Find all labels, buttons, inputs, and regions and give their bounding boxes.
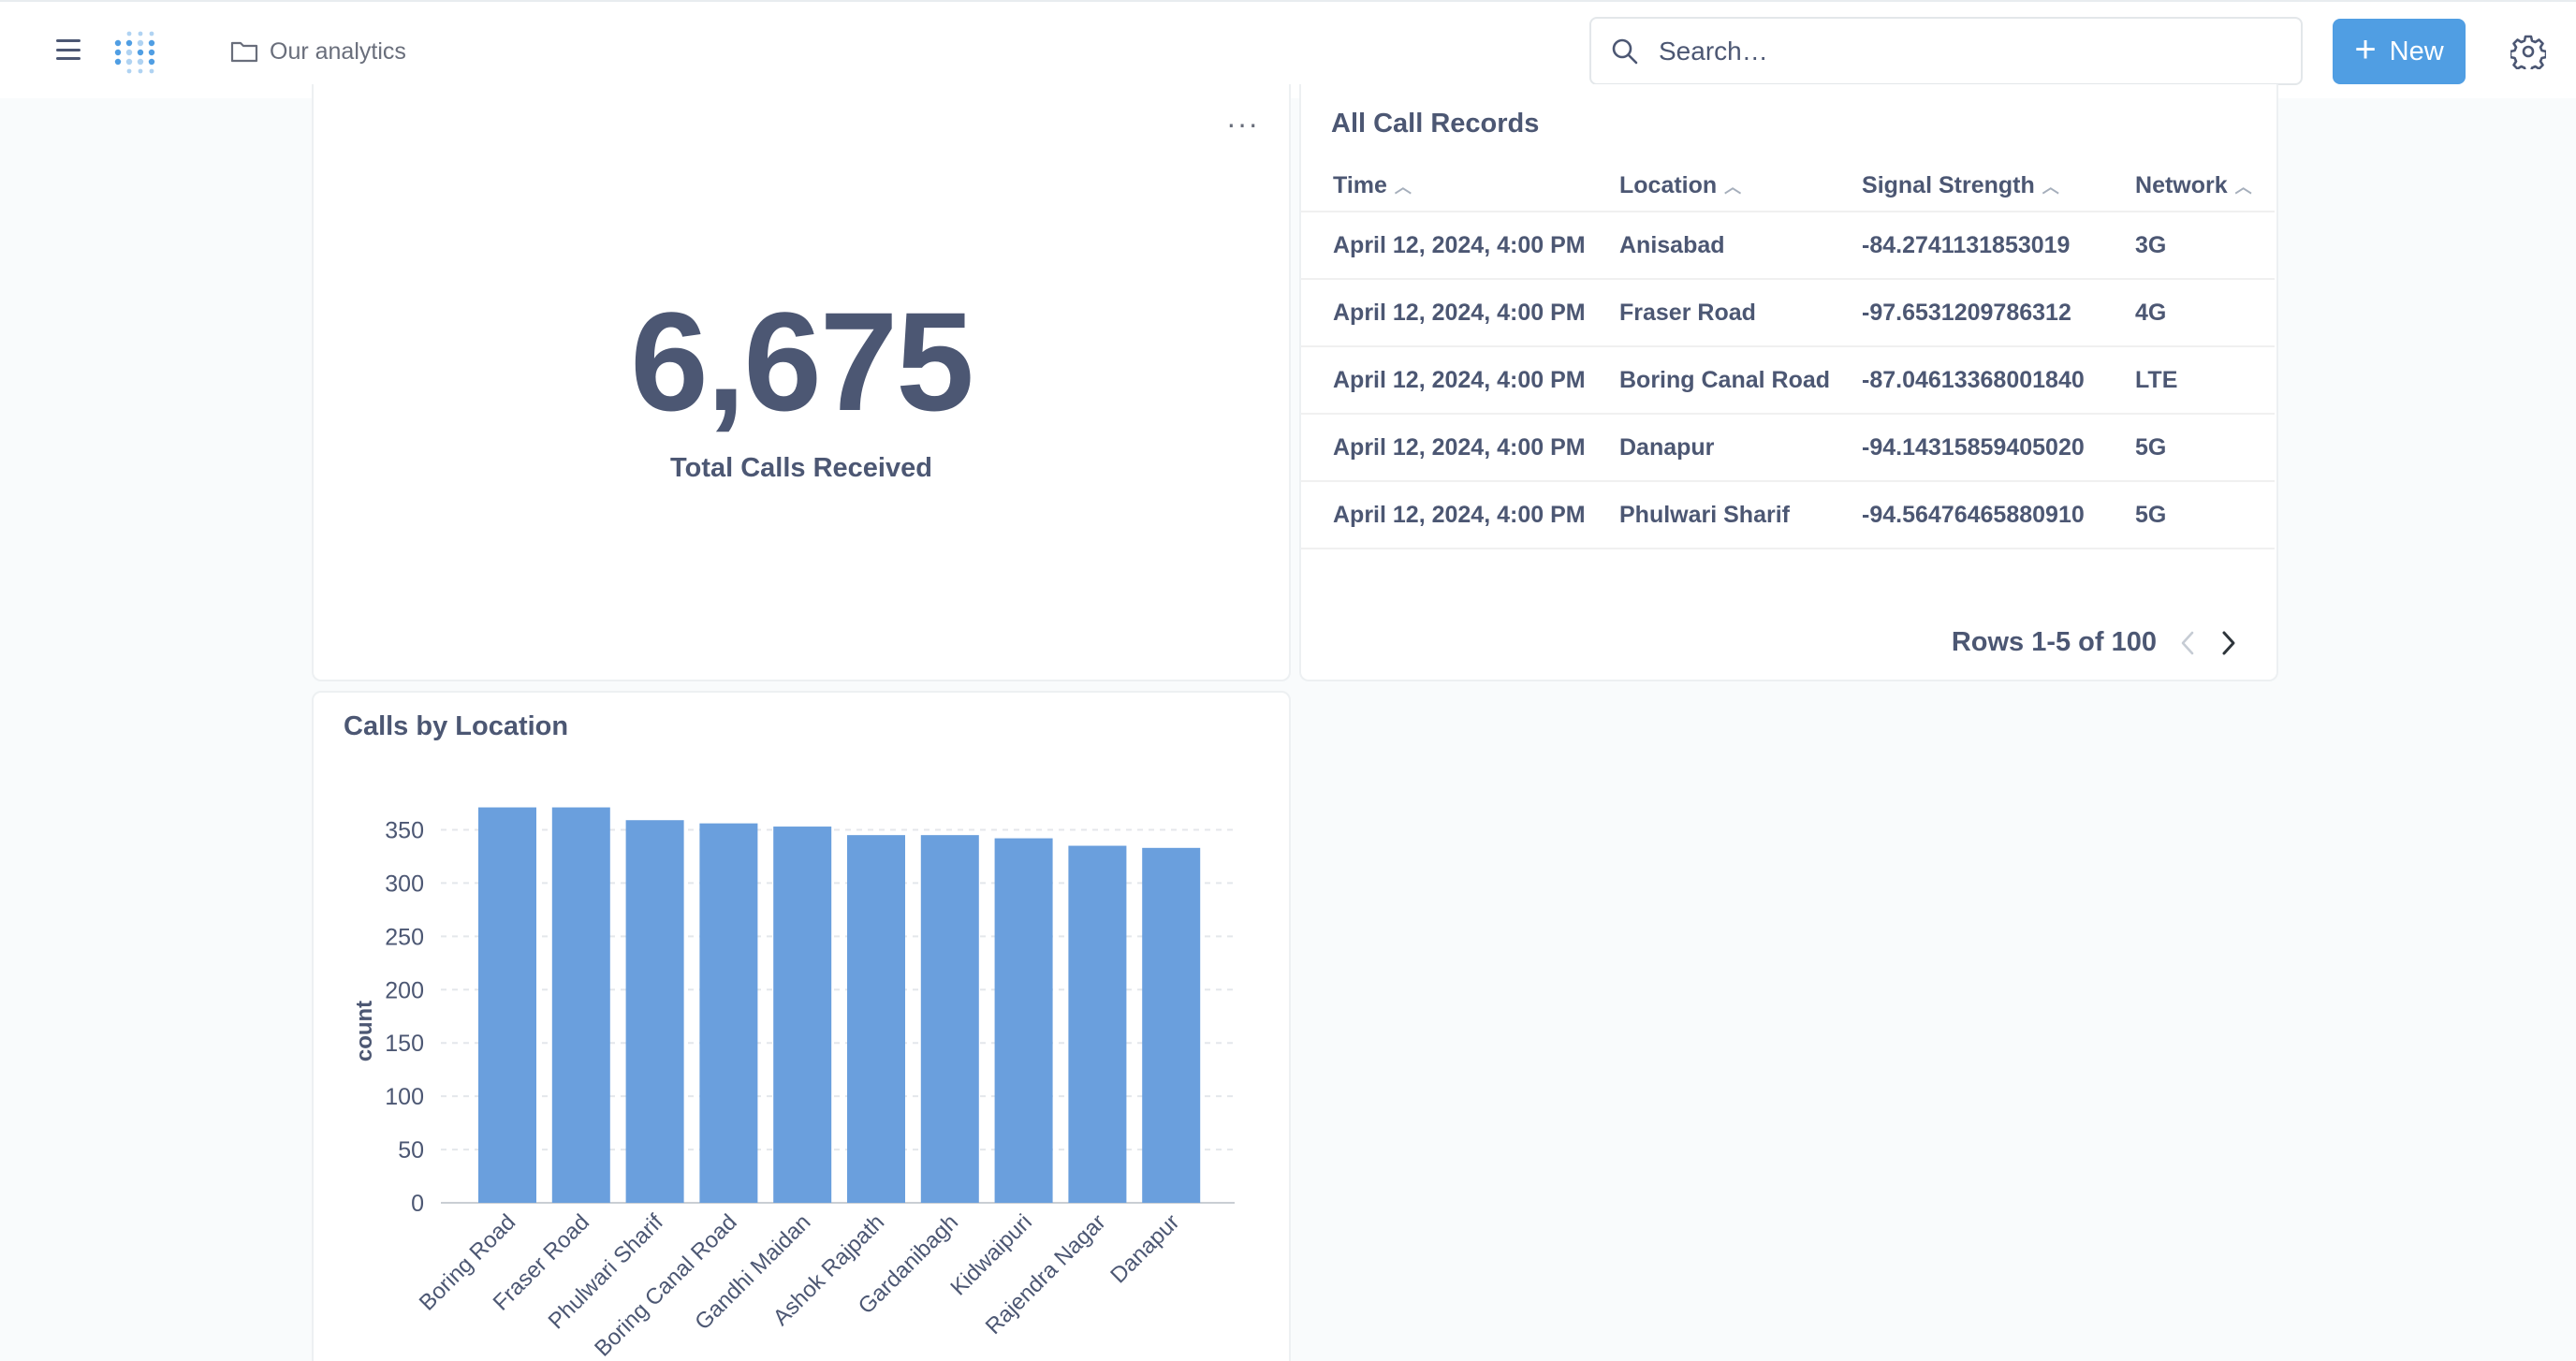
y-axis-label: count: [352, 1001, 377, 1061]
new-button[interactable]: + New: [2333, 19, 2466, 84]
total-calls-card: ··· 6,675 Total Calls Received: [312, 84, 1291, 681]
cell-time[interactable]: April 12, 2024, 4:00 PM: [1301, 211, 1588, 279]
sort-icon: ︿: [2234, 178, 2252, 197]
pagination: Rows 1-5 of 100: [1952, 627, 2239, 658]
cell-signal-strength[interactable]: -87.04613368001840: [1830, 345, 2104, 414]
bar[interactable]: [1142, 847, 1201, 1203]
cell-network[interactable]: 5G: [2103, 480, 2275, 549]
card-title[interactable]: All Call Records: [1331, 109, 1540, 139]
breadcrumb-collection[interactable]: Our analytics: [270, 37, 406, 65]
cell-signal-strength[interactable]: -97.6531209786312: [1830, 278, 2104, 346]
x-tick-label: Boring Canal Road: [590, 1209, 741, 1361]
pagination-label: Rows 1-5 of 100: [1951, 627, 2157, 657]
cell-location[interactable]: Anisabad: [1588, 211, 1831, 279]
app-logo[interactable]: [110, 26, 163, 79]
table-header-row: Time ︿ Location ︿ Signal Strength ︿ Network…: [1301, 161, 2275, 212]
y-tick-label: 350: [385, 817, 424, 843]
column-header-signal-strength[interactable]: Signal Strength ︿: [1862, 172, 2059, 198]
call-records-table: Time ︿ Location ︿ Signal Strength ︿ Network…: [1301, 161, 2275, 549]
cell-location[interactable]: Danapur: [1588, 413, 1831, 481]
card-title[interactable]: Calls by Location: [344, 711, 569, 741]
plus-icon: +: [2354, 29, 2377, 70]
search-input[interactable]: [1659, 36, 2258, 66]
cell-network[interactable]: 3G: [2103, 211, 2275, 279]
column-header-time[interactable]: Time ︿: [1333, 172, 1412, 198]
cell-network[interactable]: 4G: [2103, 278, 2275, 346]
sort-icon: ︿: [2042, 178, 2059, 197]
cell-network[interactable]: LTE: [2103, 345, 2275, 414]
x-tick-label: Danapur: [1105, 1209, 1184, 1288]
gear-icon[interactable]: [2510, 34, 2546, 69]
next-page-icon[interactable]: [2218, 629, 2239, 657]
cell-time[interactable]: April 12, 2024, 4:00 PM: [1301, 480, 1588, 549]
cell-signal-strength[interactable]: -84.2741131853019: [1830, 211, 2104, 279]
breadcrumb[interactable]: Our analytics: [230, 34, 406, 69]
top-nav-bar: Our analytics + New: [0, 0, 2576, 98]
more-options-icon[interactable]: ···: [1226, 107, 1259, 140]
column-header-network[interactable]: Network ︿: [2135, 172, 2252, 198]
table-row: April 12, 2024, 4:00 PM Fraser Road -97.…: [1301, 278, 2275, 346]
cell-network[interactable]: 5G: [2103, 413, 2275, 481]
search-box[interactable]: [1589, 17, 2303, 85]
calls-by-location-card: Calls by Location 0 50 100 150 200 250 300 350 c…: [312, 691, 1291, 1361]
bar[interactable]: [478, 807, 536, 1203]
sort-icon: ︿: [1724, 178, 1742, 197]
cell-signal-strength[interactable]: -94.56476465880910: [1830, 480, 2104, 549]
cell-location[interactable]: Phulwari Sharif: [1588, 480, 1831, 549]
cell-time[interactable]: April 12, 2024, 4:00 PM: [1301, 413, 1588, 481]
bar[interactable]: [699, 823, 758, 1203]
new-button-label: New: [2389, 36, 2444, 66]
y-tick-label: 250: [385, 924, 424, 950]
y-tick-label: 0: [411, 1191, 424, 1217]
bar[interactable]: [625, 820, 684, 1203]
cell-signal-strength[interactable]: -94.14315859405020: [1830, 413, 2104, 481]
y-tick-label: 50: [398, 1137, 424, 1163]
cell-time[interactable]: April 12, 2024, 4:00 PM: [1301, 345, 1588, 414]
call-records-card: All Call Records Time ︿ Location ︿ Signal …: [1299, 84, 2278, 681]
bar[interactable]: [847, 835, 905, 1203]
column-header-location[interactable]: Location ︿: [1619, 172, 1742, 198]
cell-location[interactable]: Boring Canal Road: [1588, 345, 1831, 414]
y-tick-label: 100: [385, 1084, 424, 1110]
scalar-label[interactable]: Total Calls Received: [670, 453, 932, 483]
table-row: April 12, 2024, 4:00 PM Boring Canal Roa…: [1301, 345, 2275, 414]
search-icon: [1612, 38, 1638, 64]
y-tick-label: 200: [385, 977, 424, 1003]
table-row: April 12, 2024, 4:00 PM Anisabad -84.274…: [1301, 211, 2275, 279]
cell-location[interactable]: Fraser Road: [1588, 278, 1831, 346]
bar[interactable]: [994, 838, 1053, 1203]
table-row: April 12, 2024, 4:00 PM Danapur -94.1431…: [1301, 413, 2275, 481]
bar[interactable]: [920, 835, 979, 1203]
bar[interactable]: [773, 827, 832, 1203]
y-tick-label: 300: [385, 871, 424, 897]
table-row: April 12, 2024, 4:00 PM Phulwari Sharif …: [1301, 480, 2275, 549]
folder-icon: [230, 41, 258, 63]
previous-page-icon[interactable]: [2177, 629, 2198, 657]
scalar-value: 6,675: [630, 283, 973, 440]
cell-time[interactable]: April 12, 2024, 4:00 PM: [1301, 278, 1588, 346]
sort-icon: ︿: [1394, 178, 1412, 197]
y-tick-label: 150: [385, 1031, 424, 1057]
menu-icon[interactable]: [56, 39, 80, 60]
bar[interactable]: [551, 807, 610, 1203]
bar[interactable]: [1068, 845, 1127, 1203]
